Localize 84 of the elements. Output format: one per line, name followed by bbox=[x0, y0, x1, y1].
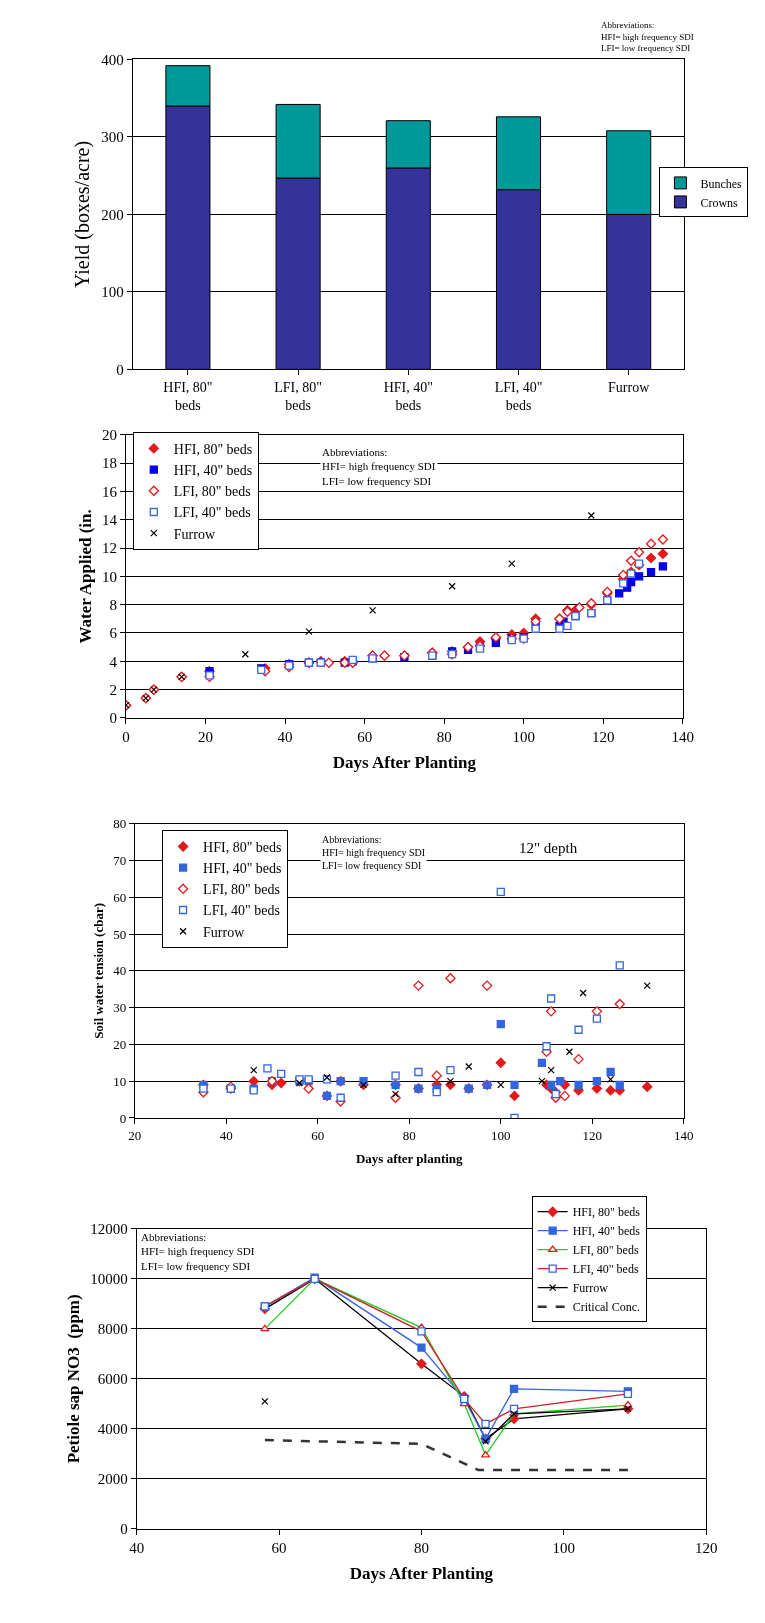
y-tick-label: 300 bbox=[101, 129, 124, 146]
y-tick-label: 0 bbox=[109, 710, 117, 727]
y-tick-label: 400 bbox=[101, 51, 124, 68]
x-tick-label: 60 bbox=[357, 728, 373, 745]
x-tick-label: 20 bbox=[198, 728, 214, 745]
x-tick-label: 100 bbox=[491, 1127, 511, 1143]
legend-label: LFI, 40" beds bbox=[173, 505, 251, 521]
y-tick-label: 80 bbox=[113, 816, 127, 832]
y-tick-label: 6 bbox=[109, 625, 118, 642]
y-tick-label: 18 bbox=[101, 455, 117, 472]
x-tick-label: 40 bbox=[219, 1127, 233, 1143]
y-tick-label: 14 bbox=[101, 511, 118, 528]
x-axis-title: Days after planting bbox=[355, 1151, 464, 1167]
x-tick-label: LFI, 40" beds bbox=[494, 380, 543, 414]
y-tick-label: 4000 bbox=[97, 1421, 128, 1438]
x-tick-label: Furrow bbox=[608, 380, 651, 396]
y-axis-title: Petiole sap NO3 (ppm) bbox=[63, 1294, 83, 1464]
y-tick-label: 10 bbox=[101, 568, 117, 585]
y-tick-label: 20 bbox=[101, 427, 117, 443]
y-tick-label: 200 bbox=[101, 206, 124, 223]
y-tick-label: 12000 bbox=[90, 1221, 128, 1238]
y-tick-label: 16 bbox=[101, 483, 118, 500]
legend-label: HFI, 40" beds bbox=[203, 861, 282, 877]
y-tick-label: 0 bbox=[116, 361, 124, 378]
x-tick-label: 120 bbox=[694, 1539, 718, 1556]
legend-label: Bunches bbox=[700, 176, 743, 191]
x-tick-label: 80 bbox=[436, 728, 452, 745]
annotation: Abbreviations: HFI= high frequency SDI LFI= low frequency SDI bbox=[141, 1231, 255, 1272]
x-tick-label: 40 bbox=[277, 728, 293, 745]
y-tick-label: 70 bbox=[113, 853, 127, 869]
annotation: 12" depth bbox=[519, 840, 578, 856]
text: Abbreviations: HFI= high frequency SDI LFI= low frequency SDI bbox=[601, 20, 694, 54]
y-tick-label: 2000 bbox=[97, 1471, 128, 1488]
y-tick-label: 100 bbox=[101, 284, 124, 301]
x-axis-title: Days After Planting bbox=[332, 753, 477, 773]
y-tick-label: 50 bbox=[113, 926, 127, 942]
y-axis-title: Water Applied (in. bbox=[75, 509, 95, 644]
x-axis-title: Days After Planting bbox=[349, 1564, 494, 1584]
y-tick-label: 20 bbox=[113, 1036, 127, 1052]
y-tick-label: 10 bbox=[113, 1073, 127, 1089]
annotation: Abbreviations: HFI= high frequency SDI LFI= low frequency SDI bbox=[322, 446, 436, 487]
x-tick-label: 100 bbox=[552, 1539, 576, 1556]
legend-label: HFI, 40" beds bbox=[572, 1224, 641, 1239]
legend-label: LFI, 40" beds bbox=[572, 1262, 639, 1277]
x-tick-label: 100 bbox=[512, 728, 535, 745]
x-tick-label: 80 bbox=[402, 1127, 416, 1143]
legend-label: LFI, 40" beds bbox=[203, 903, 280, 919]
legend-label: LFI, 80" beds bbox=[173, 484, 251, 500]
legend-label: LFI, 80" beds bbox=[203, 882, 280, 898]
y-tick-label: 8 bbox=[109, 596, 117, 613]
x-tick-label: 140 bbox=[671, 728, 695, 745]
x-tick-label: 120 bbox=[582, 1127, 603, 1143]
legend-label: HFI, 80" beds bbox=[173, 441, 253, 457]
legend-label: HFI, 80" beds bbox=[572, 1205, 641, 1220]
y-tick-label: 2 bbox=[109, 681, 117, 698]
legend-label: Furrow bbox=[572, 1281, 609, 1296]
y-tick-label: 60 bbox=[113, 889, 127, 905]
x-tick-label: 80 bbox=[413, 1539, 429, 1556]
x-tick-label: LFI, 80" beds bbox=[274, 380, 322, 414]
x-tick-label: 60 bbox=[271, 1539, 287, 1556]
y-tick-label: 6000 bbox=[97, 1371, 128, 1388]
x-tick-label: 60 bbox=[311, 1127, 325, 1143]
legend-label: Furrow bbox=[203, 924, 246, 940]
annotation: Abbreviations: HFI= high frequency SDI LFI= low frequency SDI bbox=[322, 834, 426, 871]
y-tick-label: 8000 bbox=[97, 1321, 128, 1338]
x-tick-label: 140 bbox=[674, 1127, 694, 1143]
y-tick-label: 30 bbox=[113, 1000, 127, 1016]
x-tick-label: HFI, 40" beds bbox=[383, 380, 433, 414]
y-tick-label: 40 bbox=[113, 963, 127, 979]
y-tick-label: 10000 bbox=[90, 1271, 128, 1288]
y-tick-label: 0 bbox=[119, 1110, 127, 1126]
y-axis-title: Yield (boxes/acre) bbox=[70, 140, 94, 289]
legend-label: HFI, 40" beds bbox=[173, 463, 253, 479]
legend-label: LFI, 80" beds bbox=[572, 1243, 639, 1258]
y-tick-label: 12 bbox=[101, 540, 117, 557]
y-axis-title: Soil water tension (cbar) bbox=[91, 902, 107, 1039]
legend-label: Crowns bbox=[700, 195, 739, 210]
legend-label: HFI, 80" beds bbox=[203, 839, 282, 855]
x-tick-label: HFI, 80" beds bbox=[163, 380, 213, 414]
legend-label: Critical Conc. bbox=[572, 1300, 640, 1315]
legend-label: Furrow bbox=[173, 526, 216, 542]
y-tick-label: 4 bbox=[109, 653, 118, 670]
y-tick-label: 0 bbox=[120, 1521, 128, 1538]
x-tick-label: 120 bbox=[592, 728, 615, 745]
